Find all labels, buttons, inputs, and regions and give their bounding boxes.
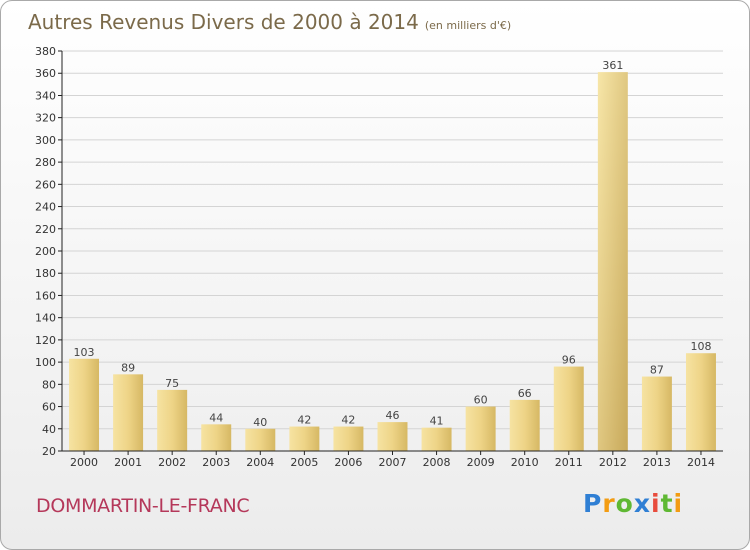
data-label: 96: [562, 354, 576, 367]
bar: [201, 424, 232, 451]
x-tick-label: 2001: [114, 456, 142, 469]
y-tick-label: 360: [35, 67, 56, 80]
x-tick-label: 2008: [423, 456, 451, 469]
location-name: DOMMARTIN-LE-FRANC: [36, 495, 250, 517]
data-label: 41: [430, 415, 444, 428]
bar: [641, 376, 672, 451]
x-tick-label: 2010: [511, 456, 539, 469]
bar: [465, 406, 496, 451]
x-tick-label: 2002: [158, 456, 186, 469]
bar: [421, 427, 452, 451]
chart-unit: (en milliers d'€): [424, 19, 512, 32]
y-tick-label: 320: [35, 112, 56, 125]
y-tick-label: 300: [35, 134, 56, 147]
bar: [289, 426, 320, 451]
x-tick-label: 2005: [290, 456, 318, 469]
y-tick-label: 220: [35, 223, 56, 236]
bar: [377, 422, 408, 451]
y-tick-label: 200: [35, 245, 56, 258]
data-label: 66: [518, 387, 532, 400]
data-labels: 103 89 75 44 40 42 42 46 41 60 66 96 361 87 108: [74, 59, 712, 429]
data-label: 103: [74, 346, 95, 359]
x-tick-label: 2011: [555, 456, 583, 469]
x-tick-label: 2014: [687, 456, 715, 469]
y-tick-label: 120: [35, 334, 56, 347]
x-tick-label: 2000: [70, 456, 98, 469]
data-label: 75: [165, 377, 179, 390]
x-tick-label: 2013: [643, 456, 671, 469]
data-label: 60: [474, 394, 488, 407]
bar: [509, 399, 540, 451]
y-tick-label: 240: [35, 201, 56, 214]
y-tick-label: 260: [35, 178, 56, 191]
y-tick-label: 60: [42, 401, 56, 414]
bar: [685, 353, 716, 451]
bar: [245, 428, 276, 451]
bar: [69, 358, 100, 451]
data-label: 87: [650, 364, 664, 377]
y-tick-label: 380: [35, 45, 56, 58]
y-tick-label: 280: [35, 156, 56, 169]
y-tick-label: 140: [35, 312, 56, 325]
x-tick-label: 2006: [334, 456, 362, 469]
x-tick-label: 2009: [467, 456, 495, 469]
proxiti-logo: Proxiti: [583, 489, 684, 518]
y-tick-label: 40: [42, 423, 56, 436]
chart-title: Autres Revenus Divers de 2000 à 2014 (en …: [28, 10, 511, 34]
x-tick-label: 2004: [246, 456, 274, 469]
y-tick-label: 340: [35, 89, 56, 102]
y-tick-label: 20: [42, 445, 56, 458]
x-tick-label: 2012: [599, 456, 627, 469]
bar: [553, 366, 584, 451]
data-label: 108: [690, 340, 711, 353]
y-tick-label: 100: [35, 356, 56, 369]
y-axis-ticks: 20 40 60 80 100 120 140 160 180 200 220 240 260 280 30…: [35, 45, 62, 458]
y-tick-label: 180: [35, 267, 56, 280]
data-label: 89: [121, 361, 135, 374]
bar: [597, 72, 628, 451]
x-axis-ticks: 2000 2001 2002 2003 2004 2005 2006 2007 2008 2009…: [70, 451, 715, 469]
bar: [333, 426, 364, 451]
data-label: 44: [209, 411, 223, 424]
bar: [113, 374, 144, 451]
data-label: 42: [297, 414, 311, 427]
x-tick-label: 2007: [379, 456, 407, 469]
x-tick-label: 2003: [202, 456, 230, 469]
data-label: 361: [602, 59, 623, 72]
y-tick-label: 80: [42, 378, 56, 391]
data-label: 46: [386, 409, 400, 422]
data-label: 42: [341, 414, 355, 427]
data-label: 40: [253, 416, 267, 429]
chart-title-text: Autres Revenus Divers de 2000 à 2014: [28, 10, 419, 34]
y-tick-label: 160: [35, 289, 56, 302]
bars: [69, 72, 716, 451]
bar: [157, 389, 188, 451]
